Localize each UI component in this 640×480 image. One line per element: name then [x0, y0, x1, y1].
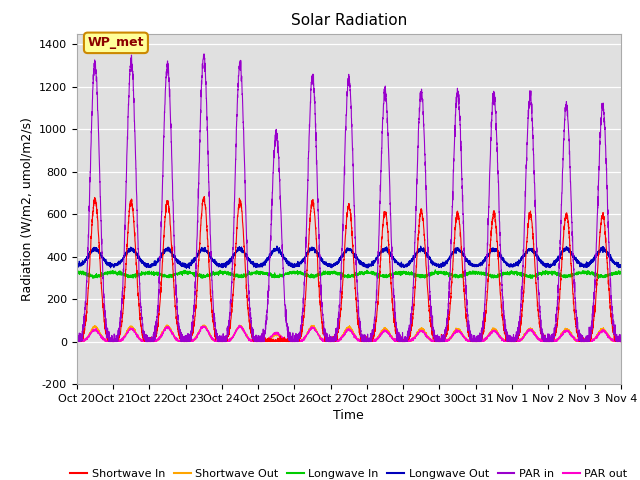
Line: PAR in: PAR in — [77, 54, 621, 342]
Shortwave Out — [171, 335, 179, 340]
Line: Longwave In: Longwave In — [77, 270, 621, 278]
Longwave Out — [616, 262, 624, 268]
X-axis label: Time: Time — [333, 409, 364, 422]
Longwave Out — [617, 263, 625, 269]
Longwave Out — [502, 260, 509, 266]
Shortwave Out — [502, 337, 509, 343]
Shortwave In — [200, 194, 208, 200]
Line: Shortwave In: Shortwave In — [77, 197, 621, 342]
Longwave In — [617, 271, 625, 276]
Longwave Out — [73, 263, 81, 268]
PAR out — [471, 338, 479, 344]
Shortwave In — [471, 339, 479, 345]
PAR in — [617, 339, 625, 345]
PAR in — [471, 338, 479, 344]
Longwave In — [471, 271, 479, 276]
PAR out — [441, 339, 449, 345]
Longwave Out — [329, 263, 337, 268]
PAR out — [171, 334, 179, 339]
Shortwave Out — [471, 339, 479, 345]
PAR in — [502, 327, 509, 333]
Longwave Out — [471, 264, 479, 269]
Shortwave Out — [617, 339, 625, 345]
Line: Shortwave Out: Shortwave Out — [77, 325, 621, 342]
Longwave In — [616, 268, 624, 274]
PAR in — [441, 336, 449, 342]
PAR in — [73, 339, 81, 345]
Line: PAR out: PAR out — [77, 325, 621, 342]
PAR out — [616, 339, 624, 345]
Longwave In — [441, 271, 449, 276]
Longwave Out — [273, 243, 281, 249]
Longwave Out — [441, 263, 449, 268]
PAR in — [73, 333, 81, 339]
Title: Solar Radiation: Solar Radiation — [291, 13, 407, 28]
Shortwave Out — [616, 339, 624, 345]
Longwave In — [171, 272, 179, 278]
Shortwave In — [502, 337, 509, 343]
Longwave In — [431, 267, 439, 273]
Text: WP_met: WP_met — [88, 36, 144, 49]
Longwave Out — [186, 265, 193, 271]
Shortwave In — [441, 334, 449, 340]
Shortwave In — [617, 339, 625, 345]
PAR out — [236, 323, 243, 328]
Longwave In — [502, 270, 509, 276]
Shortwave In — [171, 295, 179, 301]
PAR in — [616, 339, 624, 345]
PAR out — [73, 339, 81, 345]
Shortwave In — [329, 339, 337, 345]
PAR out — [329, 338, 337, 344]
PAR out — [502, 337, 509, 343]
Shortwave Out — [163, 322, 171, 328]
Shortwave Out — [329, 337, 337, 343]
PAR in — [171, 252, 179, 257]
PAR out — [73, 338, 81, 344]
Legend: Shortwave In, Shortwave Out, Longwave In, Longwave Out, PAR in, PAR out: Shortwave In, Shortwave Out, Longwave In… — [66, 465, 632, 480]
Shortwave In — [73, 339, 81, 345]
Longwave In — [73, 269, 81, 275]
Shortwave Out — [73, 339, 81, 345]
Shortwave Out — [441, 338, 449, 344]
PAR out — [617, 339, 625, 345]
Longwave In — [328, 271, 336, 276]
Longwave In — [528, 276, 536, 281]
Longwave Out — [171, 255, 179, 261]
Shortwave In — [73, 338, 81, 344]
Line: Longwave Out: Longwave Out — [77, 246, 621, 268]
Y-axis label: Radiation (W/m2, umol/m2/s): Radiation (W/m2, umol/m2/s) — [20, 117, 33, 301]
Shortwave In — [616, 337, 624, 343]
PAR in — [200, 51, 208, 57]
PAR in — [329, 338, 337, 344]
